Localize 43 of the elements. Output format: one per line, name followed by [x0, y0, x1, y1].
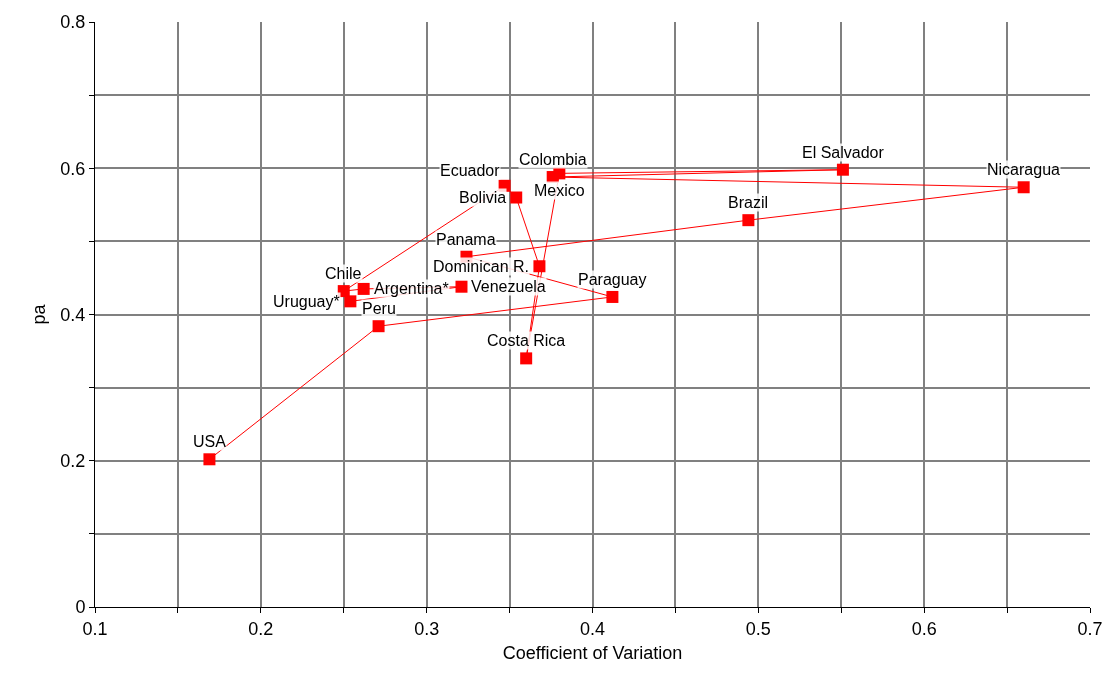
annotation: Colombia [519, 151, 587, 168]
point [520, 352, 533, 365]
y-tick-label: 0.6 [60, 158, 86, 179]
point [836, 163, 849, 176]
annotation: Venezuela [471, 278, 546, 295]
annotation: Chile [325, 265, 362, 282]
point [1017, 181, 1030, 194]
point [606, 290, 619, 303]
x-tick-label: 0.5 [745, 618, 771, 639]
annotation: Ecuador [440, 162, 501, 179]
point [203, 453, 216, 466]
annotation: USA [193, 433, 227, 450]
annotation: Brazil [728, 194, 769, 211]
x-tick-label: 0.6 [911, 618, 937, 639]
x-tick-label: 0.7 [1077, 618, 1103, 639]
y-tick-label: 0.8 [60, 12, 86, 33]
annotation: Argentina* [374, 280, 449, 297]
annotation: Peru [362, 300, 396, 317]
annotation: Paraguay [578, 271, 647, 288]
y-tick-label: 0 [75, 597, 86, 618]
point [372, 320, 385, 333]
y-tick-label: 0.4 [60, 304, 86, 325]
x-tick-label: 0.3 [414, 618, 440, 639]
point [455, 280, 468, 293]
point [533, 260, 546, 273]
annotation: Uruguay* [273, 293, 340, 310]
annotation: Nicaragua [987, 161, 1061, 178]
y-axis-title: pa [28, 303, 49, 325]
point [510, 191, 523, 204]
annotation: Bolivia [459, 189, 507, 206]
point [344, 295, 357, 308]
annotation: Dominican R. [433, 258, 530, 275]
annotation: Costa Rica [487, 332, 566, 349]
point [742, 214, 755, 227]
annotation: El Salvador [802, 144, 885, 161]
x-tick-label: 0.2 [248, 618, 274, 639]
annotation: Mexico [534, 182, 585, 199]
x-tick-label: 0.4 [579, 618, 606, 639]
annotation: Panama [436, 231, 496, 248]
point [357, 282, 370, 295]
y-tick-label: 0.2 [60, 451, 86, 472]
x-axis-title: Coefficient of Variation [502, 642, 683, 663]
x-tick-label: 0.1 [82, 618, 108, 639]
